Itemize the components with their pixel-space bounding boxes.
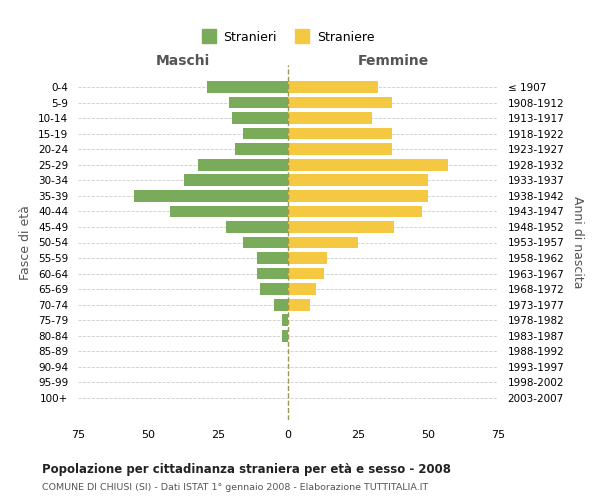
Y-axis label: Fasce di età: Fasce di età: [19, 205, 32, 280]
Bar: [288, 206, 422, 217]
Bar: [288, 236, 358, 248]
Bar: [288, 190, 428, 202]
Bar: [283, 314, 288, 326]
Bar: [257, 252, 288, 264]
Bar: [283, 330, 288, 342]
Bar: [288, 174, 428, 186]
Bar: [184, 174, 288, 186]
Bar: [257, 268, 288, 280]
Bar: [260, 284, 288, 295]
Bar: [207, 81, 288, 93]
Bar: [288, 252, 327, 264]
Bar: [199, 159, 288, 170]
Bar: [232, 112, 288, 124]
Bar: [235, 144, 288, 155]
Bar: [288, 112, 372, 124]
Bar: [229, 96, 288, 108]
Bar: [243, 128, 288, 140]
Bar: [288, 284, 316, 295]
Bar: [288, 144, 392, 155]
Text: Popolazione per cittadinanza straniera per età e sesso - 2008: Popolazione per cittadinanza straniera p…: [42, 462, 451, 475]
Bar: [288, 299, 310, 310]
Bar: [288, 221, 394, 233]
Bar: [274, 299, 288, 310]
Text: COMUNE DI CHIUSI (SI) - Dati ISTAT 1° gennaio 2008 - Elaborazione TUTTITALIA.IT: COMUNE DI CHIUSI (SI) - Dati ISTAT 1° ge…: [42, 482, 428, 492]
Text: Maschi: Maschi: [156, 54, 210, 68]
Bar: [288, 268, 325, 280]
Legend: Stranieri, Straniere: Stranieri, Straniere: [197, 25, 379, 48]
Bar: [288, 96, 392, 108]
Bar: [243, 236, 288, 248]
Bar: [170, 206, 288, 217]
Bar: [288, 128, 392, 140]
Text: Femmine: Femmine: [358, 54, 428, 68]
Bar: [288, 81, 377, 93]
Bar: [288, 159, 448, 170]
Bar: [226, 221, 288, 233]
Y-axis label: Anni di nascita: Anni di nascita: [571, 196, 584, 289]
Bar: [134, 190, 288, 202]
